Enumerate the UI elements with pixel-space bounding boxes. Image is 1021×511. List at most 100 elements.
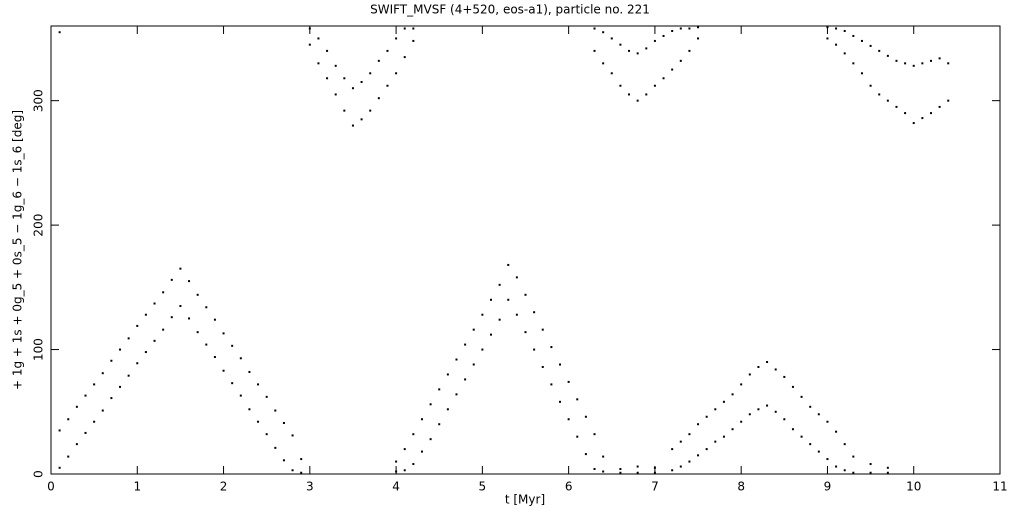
point: [377, 59, 380, 62]
point: [636, 465, 639, 468]
point: [679, 440, 682, 443]
point: [835, 27, 838, 30]
point: [248, 408, 251, 411]
point: [326, 49, 329, 52]
point: [835, 43, 838, 46]
point: [386, 49, 389, 52]
point: [817, 413, 820, 416]
y-axis-label: + 1g + 1s + 0g_5 + 0s_5 − 1g_6 − 1s_6 [d…: [11, 110, 25, 390]
point: [550, 346, 553, 349]
point: [722, 435, 725, 438]
point: [843, 29, 846, 32]
point: [153, 302, 156, 305]
point: [809, 443, 812, 446]
point: [369, 72, 372, 75]
point: [688, 433, 691, 436]
point: [489, 333, 492, 336]
point: [938, 57, 941, 60]
point: [929, 112, 932, 115]
point: [455, 393, 458, 396]
point: [334, 93, 337, 96]
point: [679, 465, 682, 468]
point: [188, 317, 191, 320]
x-tick-label: 1: [133, 480, 141, 494]
point: [472, 328, 475, 331]
y-tick-label: 0: [32, 470, 46, 478]
point: [205, 343, 208, 346]
point: [947, 99, 950, 102]
point: [248, 370, 251, 373]
y-tick-label: 300: [32, 89, 46, 112]
point: [602, 470, 605, 473]
point: [731, 393, 734, 396]
point: [438, 423, 441, 426]
point: [619, 43, 622, 46]
point: [576, 398, 579, 401]
point: [524, 331, 527, 334]
point: [697, 423, 700, 426]
point: [645, 47, 648, 50]
point: [912, 64, 915, 67]
point: [541, 365, 544, 368]
point: [671, 448, 674, 451]
x-tick-label: 8: [737, 480, 745, 494]
point: [740, 420, 743, 423]
point: [188, 280, 191, 283]
point: [576, 435, 579, 438]
point: [904, 112, 907, 115]
point: [101, 409, 104, 412]
point: [179, 305, 182, 307]
point: [282, 459, 285, 462]
point: [886, 54, 889, 57]
point: [843, 443, 846, 446]
point: [136, 324, 139, 327]
point: [196, 331, 199, 334]
point: [878, 93, 881, 96]
point: [947, 62, 950, 65]
point: [679, 59, 682, 62]
point: [377, 97, 380, 100]
point: [326, 77, 329, 80]
point: [533, 311, 536, 314]
point: [602, 31, 605, 34]
point: [119, 385, 122, 388]
point: [67, 455, 70, 458]
point: [84, 431, 87, 434]
x-tick-label: 5: [479, 480, 487, 494]
point: [636, 99, 639, 102]
chart-title: SWIFT_MVSF (4+520, eos-a1), particle no.…: [370, 3, 650, 17]
point: [748, 413, 751, 416]
point: [58, 31, 61, 34]
point: [843, 52, 846, 55]
point: [860, 72, 863, 75]
point: [412, 39, 415, 42]
plot-frame: [50, 25, 1001, 475]
point: [636, 52, 639, 55]
point: [101, 372, 104, 375]
point: [84, 394, 87, 397]
point: [895, 59, 898, 62]
point: [705, 415, 708, 418]
point: [722, 400, 725, 403]
point: [835, 430, 838, 433]
point: [429, 438, 432, 441]
point: [369, 109, 372, 112]
point: [593, 433, 596, 436]
point: [869, 84, 872, 87]
point: [144, 351, 147, 354]
point: [291, 434, 294, 437]
point: [308, 43, 311, 46]
point: [714, 408, 717, 411]
point: [628, 49, 631, 52]
point: [645, 93, 648, 96]
point: [688, 460, 691, 463]
point: [697, 454, 700, 457]
point: [541, 328, 544, 331]
point: [498, 318, 501, 321]
point: [567, 418, 570, 421]
point: [852, 471, 855, 474]
point: [395, 460, 398, 463]
point: [403, 469, 406, 472]
point: [886, 466, 889, 469]
